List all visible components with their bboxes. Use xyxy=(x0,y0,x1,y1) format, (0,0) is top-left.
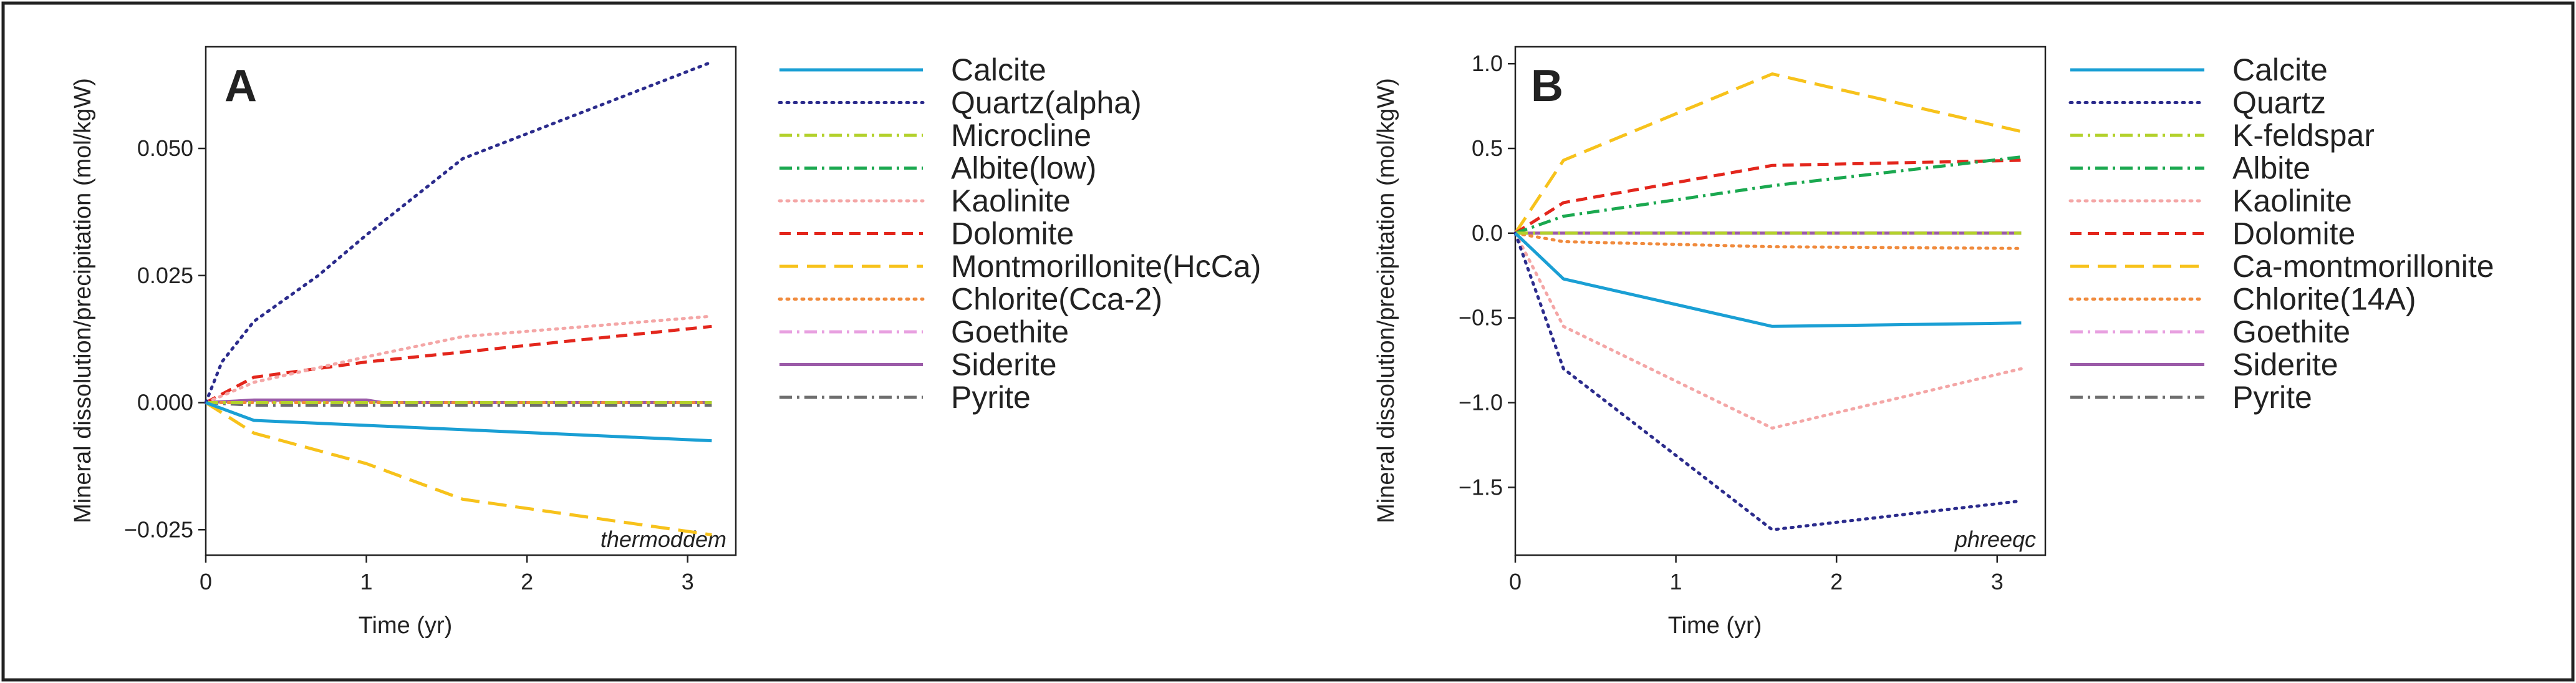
panel-b-series-line-albite xyxy=(1515,155,2022,235)
panel-b-series-line-dolomite xyxy=(1514,158,2022,235)
panel-a-legend-label-siderite: Siderite xyxy=(951,347,1057,382)
panel-b-series-line-kaolinite xyxy=(1513,231,2023,430)
panel-a-annotation: thermoddem xyxy=(601,526,726,552)
panel-a-legend-label-goethite: Goethite xyxy=(951,314,1069,349)
panel-a-legend-label-quartz-alpha: Quartz(alpha) xyxy=(951,85,1142,120)
panel-a-series-lines xyxy=(204,61,713,536)
panel-b-y-ticks: −1.5 −1.0 −0.5 0.0 0.5 1.0 xyxy=(1459,51,1515,500)
panel-b-y-tick-label: 0.0 xyxy=(1472,220,1503,246)
panel-b-y-tick-label: −1.5 xyxy=(1459,474,1503,500)
panel-a-x-axis-label: Time (yr) xyxy=(359,613,453,639)
panel-a-plot-frame xyxy=(205,46,737,556)
panel-b-plot-frame xyxy=(1514,46,2047,556)
panel-b-legend-label-kaolinite: Kaolinite xyxy=(2232,183,2352,218)
panel-b-legend-label-siderite: Siderite xyxy=(2232,347,2338,382)
panel-b-y-tick-label: 0.5 xyxy=(1472,135,1503,161)
panel-b-legend-label-albite: Albite xyxy=(2232,151,2310,186)
panel-a-legend-label-albite-low: Albite(low) xyxy=(951,151,1096,186)
panel-a-series-line-montmorillonite-hcca xyxy=(205,401,712,536)
panel-a-y-tick-label: 0.000 xyxy=(137,390,193,415)
panel-b-legend: CalciteQuartzK-feldsparAlbiteKaoliniteDo… xyxy=(2068,52,2494,415)
panel-b-legend-label-k-feldspar: K-feldspar xyxy=(2232,118,2375,153)
panel-b-x-ticks: 0 1 2 3 xyxy=(1509,555,2004,594)
panel-b-y-tick-label: −0.5 xyxy=(1459,305,1503,331)
panel-b-series-line-ca-montmorillonite xyxy=(1513,72,2022,235)
panel-a-series-line-quartz-alpha xyxy=(204,61,713,404)
panel-a-legend-label-kaolinite: Kaolinite xyxy=(951,183,1071,218)
panel-b-series-line-chlorite-14a xyxy=(1513,231,2023,250)
panel-b: B phreeqc Time (yr) Mineral dissolution/… xyxy=(1373,46,2494,639)
panel-b-legend-label-quartz: Quartz xyxy=(2232,85,2326,120)
panel-b-letter: B xyxy=(1531,61,1563,111)
panel-b-y-tick-label: 1.0 xyxy=(1472,51,1503,76)
panel-b-x-tick-label: 2 xyxy=(1830,569,1843,594)
panel-a-legend-label-microcline: Microcline xyxy=(951,118,1091,153)
panel-a-series-line-calcite xyxy=(205,401,712,443)
panel-b-legend-label-ca-montmorillonite: Ca-montmorillonite xyxy=(2232,249,2494,284)
panel-b-x-tick-label: 1 xyxy=(1670,569,1682,594)
panel-b-legend-label-goethite: Goethite xyxy=(2232,314,2350,349)
panel-a-legend-label-chlorite-cca-2: Chlorite(Cca-2) xyxy=(951,282,1162,317)
panel-a-legend-label-dolomite: Dolomite xyxy=(951,216,1074,251)
panel-a-legend-label-pyrite: Pyrite xyxy=(951,380,1031,415)
panel-b-x-tick-label: 0 xyxy=(1509,569,1522,594)
panel-b-legend-label-dolomite: Dolomite xyxy=(2232,216,2355,251)
panel-a-x-tick-label: 3 xyxy=(682,569,694,594)
panel-a-legend-label-calcite: Calcite xyxy=(951,52,1046,87)
panel-a-series-line-pyrite xyxy=(205,401,712,407)
panel-b-x-tick-label: 3 xyxy=(1991,569,2004,594)
panel-a-y-tick-label: −0.025 xyxy=(124,516,193,542)
panel-b-annotation: phreeqc xyxy=(1954,526,2036,552)
panel-a-y-ticks: −0.025 0.000 0.025 0.050 xyxy=(124,135,206,542)
panel-a-y-axis-label: Mineral dissolution/precipitation (mol/k… xyxy=(70,78,96,523)
panel-a-series-line-dolomite xyxy=(205,324,712,404)
panel-b-y-tick-label: −1.0 xyxy=(1459,390,1503,415)
panel-a-y-tick-label: 0.050 xyxy=(137,135,193,161)
panel-a-x-tick-label: 2 xyxy=(521,569,533,594)
panel-a-series-line-kaolinite xyxy=(204,314,713,404)
panel-b-y-axis-label: Mineral dissolution/precipitation (mol/k… xyxy=(1373,78,1399,523)
panel-b-legend-label-chlorite-14a: Chlorite(14A) xyxy=(2232,282,2416,317)
panel-b-legend-label-pyrite: Pyrite xyxy=(2232,380,2312,415)
panel-a-x-tick-label: 1 xyxy=(360,569,373,594)
panel-a-legend: CalciteQuartz(alpha)MicroclineAlbite(low… xyxy=(778,52,1261,415)
panel-b-legend-label-calcite: Calcite xyxy=(2232,52,2328,87)
panel-a-y-tick-label: 0.025 xyxy=(137,263,193,288)
panel-a-x-ticks: 0 1 2 3 xyxy=(200,555,694,594)
panel-b-x-axis-label: Time (yr) xyxy=(1668,613,1762,639)
panel-a-legend-label-montmorillonite-hcca: Montmorillonite(HcCa) xyxy=(951,249,1261,284)
panel-a-letter: A xyxy=(224,61,257,111)
panel-b-series-line-quartz xyxy=(1513,231,2023,531)
panel-b-series-line-calcite xyxy=(1514,231,2022,328)
panel-a: A thermoddem Time (yr) Mineral dissoluti… xyxy=(70,46,1261,639)
panel-a-x-tick-label: 0 xyxy=(200,569,212,594)
panel-b-series-lines xyxy=(1513,72,2023,531)
